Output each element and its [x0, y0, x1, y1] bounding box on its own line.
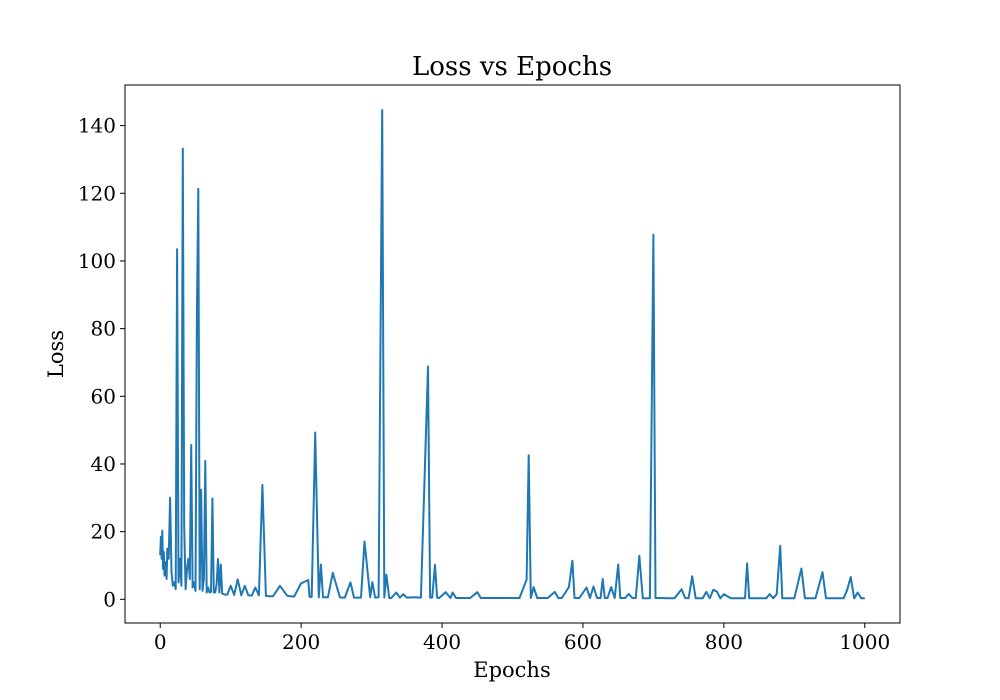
y-tick-label: 100: [78, 249, 116, 273]
y-tick-label: 0: [103, 587, 116, 611]
x-tick-label: 600: [564, 630, 602, 654]
x-tick-label: 800: [705, 630, 743, 654]
y-tick-label: 60: [91, 384, 116, 408]
y-tick-label: 80: [91, 317, 116, 341]
x-tick-label: 0: [154, 630, 167, 654]
y-tick-label: 20: [91, 520, 116, 544]
loss-series-line: [159, 109, 865, 600]
y-tick-label: 120: [78, 181, 116, 205]
chart-title: Loss vs Epochs: [412, 52, 612, 82]
plot-area-frame: [124, 84, 901, 624]
x-axis-ticks: 0 200 400 600 800 1000: [154, 623, 890, 654]
y-tick-label: 40: [91, 452, 116, 476]
x-tick-label: 400: [423, 630, 461, 654]
x-tick-label: 1000: [839, 630, 890, 654]
y-axis-label: Loss: [44, 330, 68, 378]
x-tick-label: 200: [282, 630, 320, 654]
y-tick-label: 140: [78, 114, 116, 138]
y-axis-ticks: 0 20 40 60 80 100 120 140: [78, 114, 125, 611]
x-axis-label: Epochs: [473, 658, 550, 682]
